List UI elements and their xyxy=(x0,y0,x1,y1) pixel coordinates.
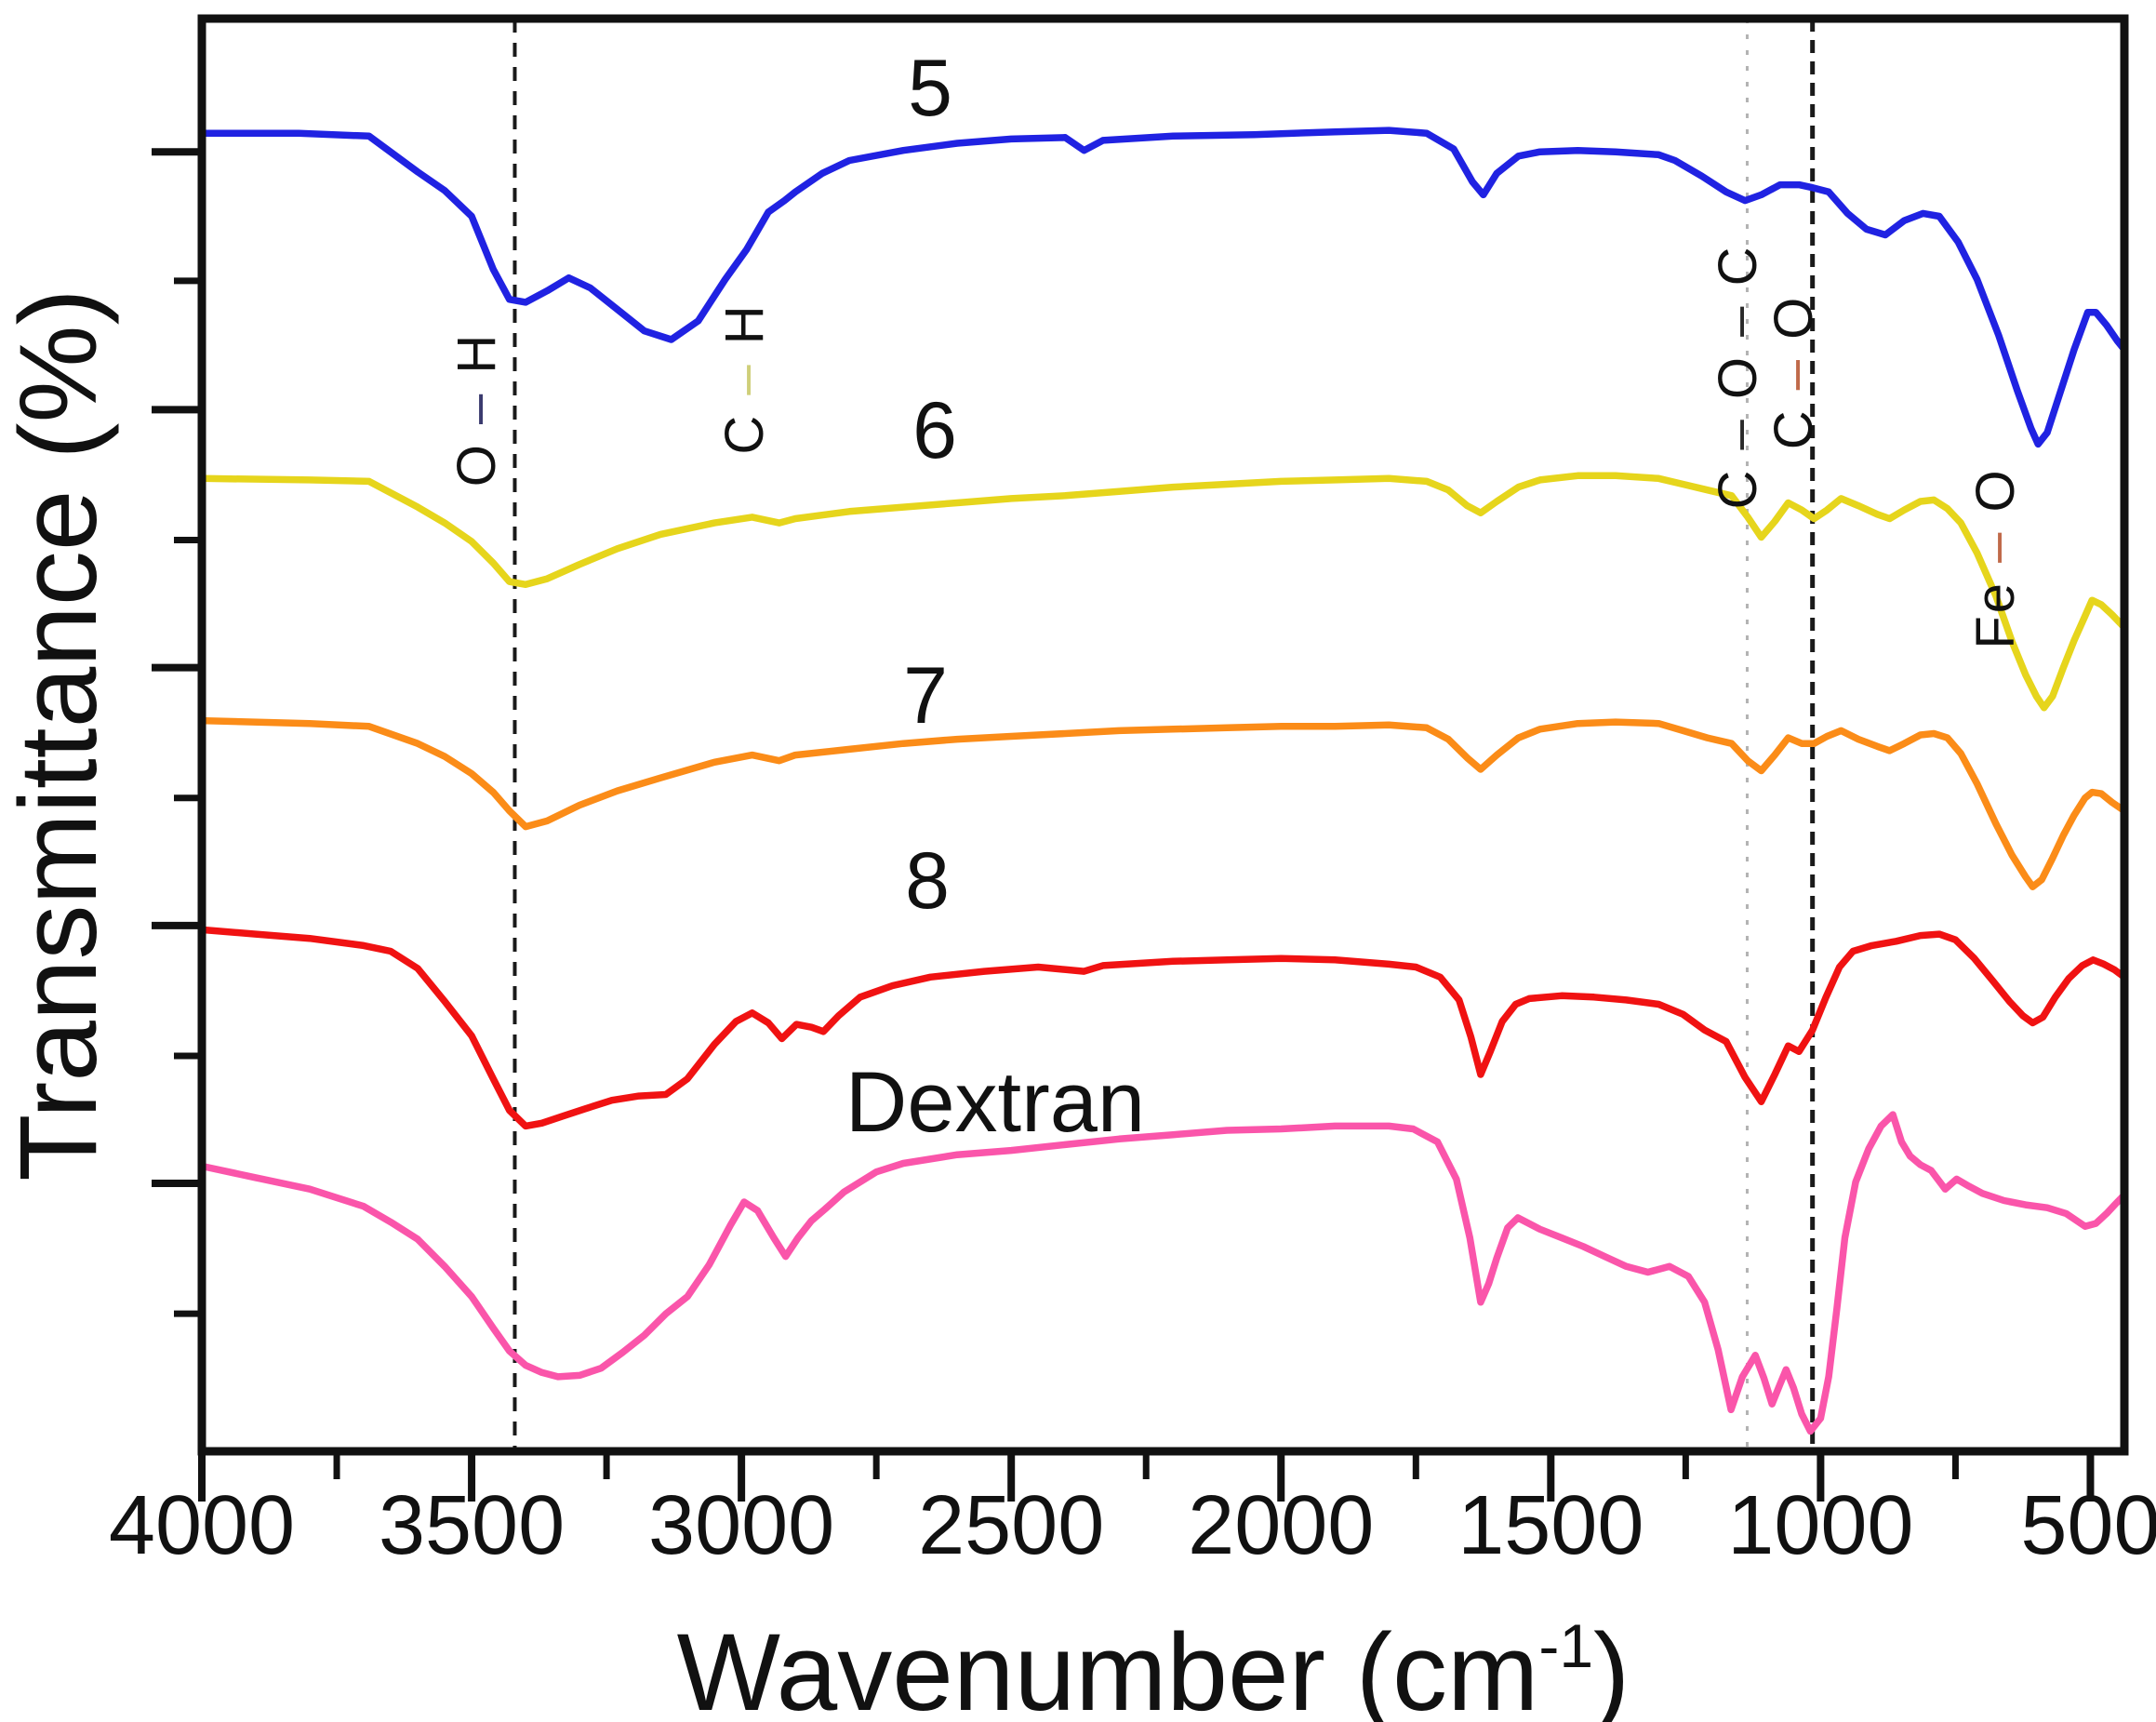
annotation-letter xyxy=(1763,390,1824,407)
peak-annotation-fe-o: Fe – O xyxy=(1965,467,2026,648)
curve-label-8: 8 xyxy=(905,836,950,926)
annotation-letter xyxy=(714,395,775,413)
annotation-bond-dash: – xyxy=(1965,530,2026,563)
spectrum-curve-7 xyxy=(198,716,2128,890)
annotation-letter xyxy=(1965,563,2026,581)
annotation-letter: C xyxy=(1708,245,1768,287)
annotation-letter: H xyxy=(446,332,507,374)
annotation-bond-dash: – xyxy=(714,362,775,394)
peak-annotation-c-h: C – H xyxy=(714,302,775,454)
x-tick-label-3500: 3500 xyxy=(379,1479,565,1572)
curve-labels-group: 5 6 7 8 Dextran xyxy=(845,44,1145,1150)
x-axis-title-close: ) xyxy=(1593,1611,1630,1722)
spectra-curves-group xyxy=(198,127,2128,1435)
annotation-letter xyxy=(1708,337,1768,354)
annotation-letter xyxy=(1708,286,1768,303)
annotation-letter: C xyxy=(1708,468,1768,510)
annotation-letter: O xyxy=(1763,295,1824,340)
annotation-bond-dash: – xyxy=(1708,304,1768,337)
annotation-bond-dash: – xyxy=(1708,417,1768,449)
y-axis-title: Transmittance (%) xyxy=(0,288,120,1181)
plot-border xyxy=(197,14,2129,1456)
annotation-letter xyxy=(1708,399,1768,417)
spectrum-curve-6 xyxy=(198,472,2128,712)
annotation-letter xyxy=(714,344,775,362)
spectrum-curve-5 xyxy=(198,127,2128,448)
peak-annotation-o-h: O – H xyxy=(446,332,507,487)
annotation-letter: H xyxy=(714,302,775,344)
annotation-bond-dash: – xyxy=(1763,357,1824,390)
x-axis-title-superscript: -1 xyxy=(1538,1611,1593,1680)
curve-label-Dextran: Dextran xyxy=(845,1055,1145,1150)
curve-label-5: 5 xyxy=(908,44,952,133)
annotation-letter: O xyxy=(446,442,507,487)
x-tick-label-4000: 4000 xyxy=(109,1479,295,1572)
x-tick-label-500: 500 xyxy=(2020,1479,2156,1572)
curve-label-6: 6 xyxy=(912,386,957,475)
annotation-bond-dash: – xyxy=(446,392,507,424)
curve-label-7: 7 xyxy=(903,651,948,741)
x-tick-labels-group: 4000 3500 3000 2500 2000 1500 1000 500 xyxy=(109,1479,2156,1572)
annotation-letter: F xyxy=(1965,613,2026,648)
x-axis-title: Wavenumber (cm-1) xyxy=(677,1611,1630,1722)
peak-annotations-group: O – HC – HC – O – CC – OFe – O xyxy=(446,245,2026,649)
annotation-letter: O xyxy=(1965,467,2026,512)
annotation-letter xyxy=(1708,449,1768,467)
x-axis-title-main: Wavenumber (cm xyxy=(677,1611,1539,1722)
x-tick-label-1500: 1500 xyxy=(1457,1479,1644,1572)
annotation-letter: C xyxy=(714,413,775,455)
annotation-letter xyxy=(1763,340,1824,357)
spectrum-curve-Dextran xyxy=(198,1111,2128,1435)
annotation-letter: e xyxy=(1965,581,2026,613)
annotation-letter: C xyxy=(1763,407,1824,449)
x-tick-label-2000: 2000 xyxy=(1188,1479,1374,1572)
peak-annotation-c-o: C – O xyxy=(1763,295,1824,450)
annotation-letter xyxy=(446,374,507,392)
annotation-letter xyxy=(1965,512,2026,529)
annotation-letter: O xyxy=(1708,354,1768,399)
x-tick-label-3000: 3000 xyxy=(648,1479,834,1572)
spectrum-curve-8 xyxy=(198,926,2128,1130)
axis-ticks-group xyxy=(152,148,2095,1502)
peak-annotation-c-o-c: C – O – C xyxy=(1708,245,1768,510)
guide-lines-group xyxy=(512,19,1816,1451)
annotation-letter xyxy=(446,424,507,442)
x-tick-label-2500: 2500 xyxy=(918,1479,1104,1572)
x-tick-label-1000: 1000 xyxy=(1727,1479,1913,1572)
